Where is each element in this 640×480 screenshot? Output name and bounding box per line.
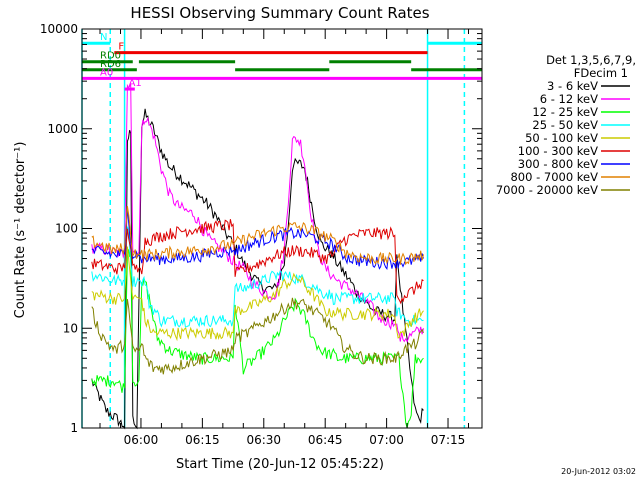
legend-entry-label: 100 - 300 keV (518, 144, 598, 158)
legend-entry-label: 25 - 50 keV (532, 118, 598, 132)
flag-label: F (118, 42, 124, 53)
legend-entry-label: 7000 - 20000 keV (496, 183, 598, 197)
x-tick-label: 06:45 (308, 433, 343, 447)
legend-entry-label: 12 - 25 keV (532, 105, 598, 119)
series-layer (91, 83, 424, 430)
y-tick-label: 10 (63, 321, 78, 335)
flag-label: N (100, 32, 107, 43)
x-axis-label: Start Time (20-Jun-12 05:45:22) (176, 457, 384, 472)
flag-label: A1 (129, 78, 142, 89)
legend-entry-label: 3 - 6 keV (547, 79, 598, 93)
x-tick-label: 06:15 (185, 433, 220, 447)
series-line (91, 297, 424, 375)
flag-label: RD0 (100, 51, 121, 62)
y-axis-label: Count Rate (s⁻¹ detector⁻¹) (13, 142, 28, 319)
x-tick-label: 07:15 (431, 433, 466, 447)
legend-entry-label: 300 - 800 keV (518, 157, 598, 171)
y-tick-label: 100 (55, 222, 78, 236)
legend-entry-label: 50 - 100 keV (525, 131, 598, 145)
footer-date: 20-Jun-2012 03:02 (561, 467, 636, 476)
x-tick-label: 06:30 (246, 433, 281, 447)
series-line (91, 246, 424, 342)
flag-label: RD6 (100, 59, 121, 70)
legend-entry-label: 800 - 7000 keV (510, 170, 598, 184)
x-tick-label: 06:00 (124, 433, 159, 447)
legend-header-line-1: Det 1,3,5,6,7,9, (546, 53, 636, 67)
y-tick-label: 1000 (47, 122, 78, 136)
chart-title: HESSI Observing Summary Count Rates (130, 4, 429, 22)
series-line (91, 226, 424, 328)
series-line (91, 208, 424, 270)
axes: 06:00 06:15 06:30 06:45 07:00 07:15 1 10 100 1000… (40, 22, 482, 447)
legend-entry-label: 6 - 12 keV (540, 92, 598, 106)
x-tick-label: 07:00 (369, 433, 404, 447)
series-line (91, 206, 424, 266)
series-line (91, 83, 424, 343)
flag-label: A0 (100, 67, 113, 78)
legend-header-line-2: FDecim 1 (574, 66, 628, 80)
y-tick-label: 1 (70, 421, 78, 435)
series-line (91, 219, 424, 305)
y-tick-label: 10000 (40, 22, 78, 36)
